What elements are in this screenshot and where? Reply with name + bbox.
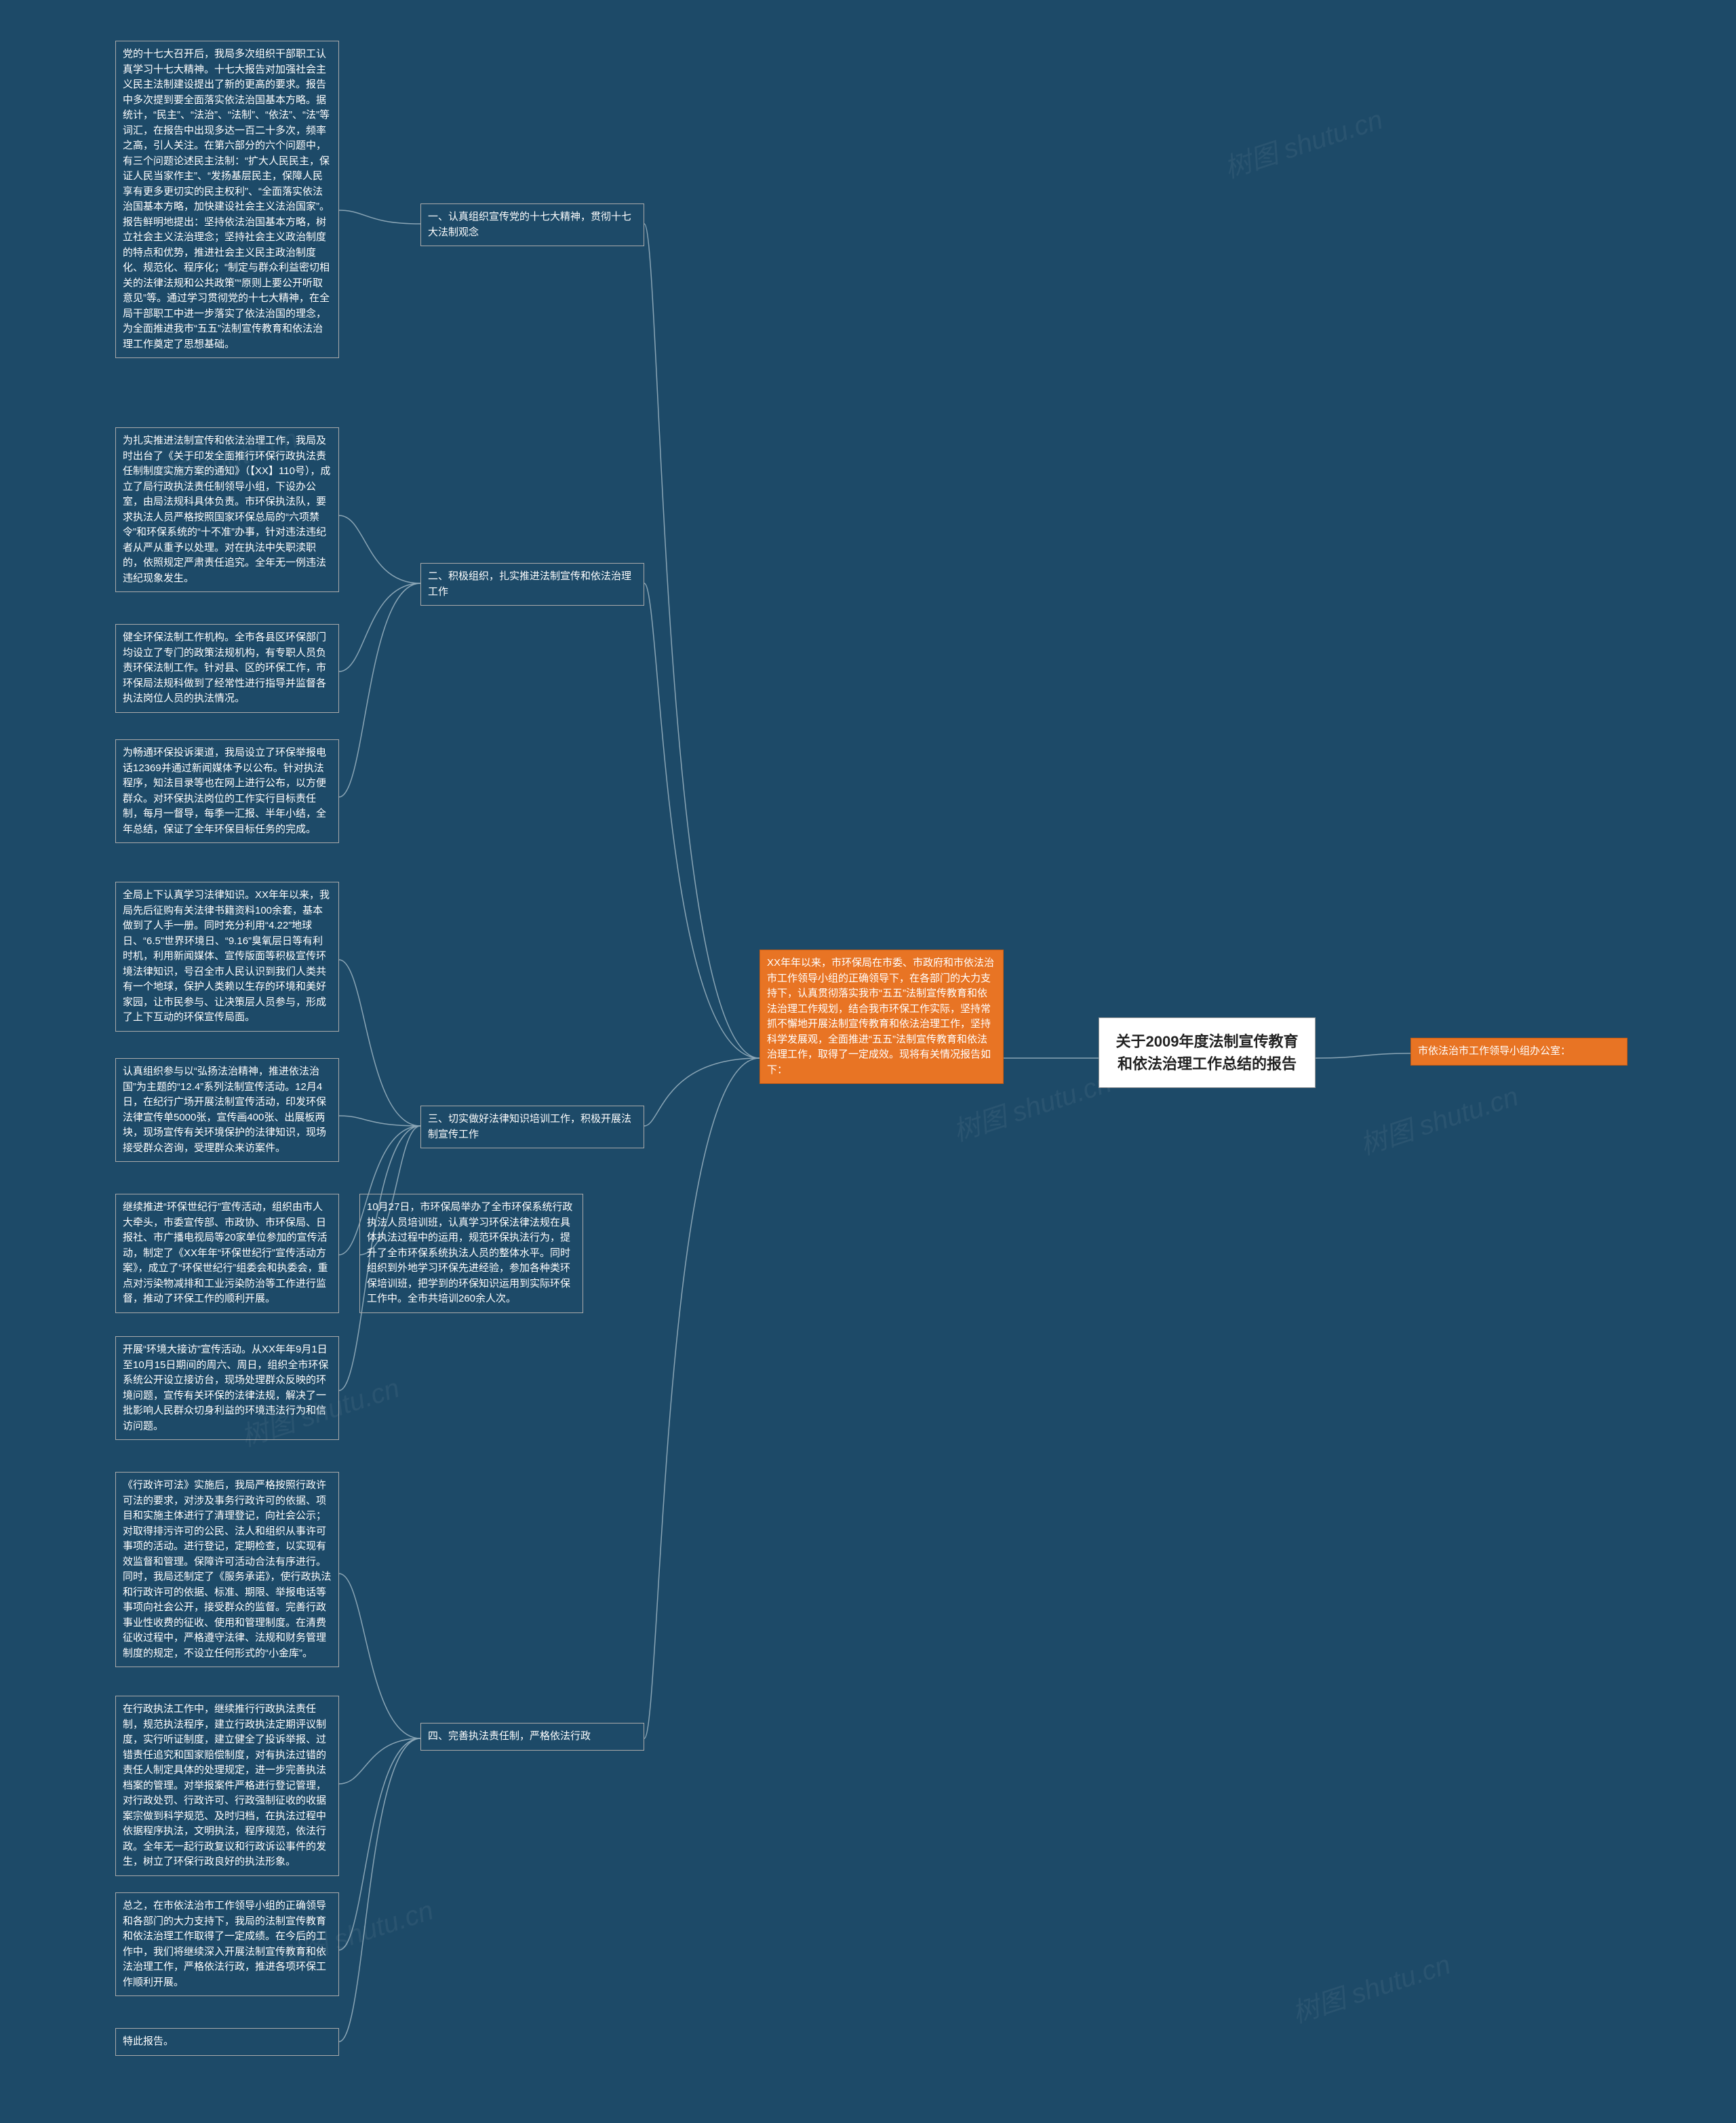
leaf-text: 全局上下认真学习法律知识。XX年年以来，我局先后征购有关法律书籍资料100余套，… <box>123 889 330 1023</box>
leaf-text: 认真组织参与以“弘扬法治精神，推进依法治国”为主题的“12.4”系列法制宣传活动… <box>123 1066 326 1154</box>
leaf-node: 继续推进“环保世纪行”宣传活动，组织由市人大牵头，市委宣传部、市政协、市环保局、… <box>115 1194 339 1313</box>
leaf-text: 健全环保法制工作机构。全市各县区环保部门均设立了专门的政策法规机构，有专职人员负… <box>123 631 326 704</box>
connector-path <box>339 1738 420 2042</box>
addressee-text: 市依法治市工作领导小组办公室： <box>1418 1045 1571 1057</box>
watermark: 树图 shutu.cn <box>1354 1074 1522 1163</box>
section-node: 二、积极组织，扎实推进法制宣传和依法治理工作 <box>420 563 644 606</box>
root-title: 关于2009年度法制宣传教育和依法治理工作总结的报告 <box>1116 1033 1299 1072</box>
connector-path <box>339 960 420 1126</box>
leaf-text: 总之，在市依法治市工作领导小组的正确领导和各部门的大力支持下，我局的法制宣传教育… <box>123 1900 326 1988</box>
leaf-node: 开展“环境大接访”宣传活动。从XX年年9月1日至10月15日期间的周六、周日，组… <box>115 1336 339 1440</box>
connector-path <box>339 1738 420 1784</box>
leaf-text: 10月27日，市环保局举办了全市环保系统行政执法人员培训班，认真学习环保法律法规… <box>367 1201 572 1304</box>
connector-path <box>1316 1053 1410 1058</box>
leaf-text: 为扎实推进法制宣传和依法治理工作，我局及时出台了《关于印发全面推行环保行政执法责… <box>123 435 330 584</box>
watermark: 树图 shutu.cn <box>1286 1943 1455 2031</box>
connector-path <box>644 224 760 1058</box>
connector-path <box>339 1574 420 1738</box>
connector-path <box>339 210 420 224</box>
section-label: 二、积极组织，扎实推进法制宣传和依法治理工作 <box>428 570 631 598</box>
leaf-text: 党的十七大召开后，我局多次组织干部职工认真学习十七大精神。十七大报告对加强社会主… <box>123 48 330 350</box>
connector-path <box>644 583 760 1058</box>
leaf-text: 继续推进“环保世纪行”宣传活动，组织由市人大牵头，市委宣传部、市政协、市环保局、… <box>123 1201 328 1304</box>
leaf-text: 《行政许可法》实施后，我局严格按照行政许可法的要求，对涉及事务行政许可的依据、项… <box>123 1479 332 1659</box>
leaf-node: 10月27日，市环保局举办了全市环保系统行政执法人员培训班，认真学习环保法律法规… <box>359 1194 583 1313</box>
connector-path <box>339 583 420 797</box>
summary-node: XX年年以来，市环保局在市委、市政府和市依法治市工作领导小组的正确领导下，在各部… <box>760 950 1004 1084</box>
addressee-node: 市依法治市工作领导小组办公室： <box>1410 1038 1628 1066</box>
leaf-node: 总之，在市依法治市工作领导小组的正确领导和各部门的大力支持下，我局的法制宣传教育… <box>115 1892 339 1996</box>
leaf-node: 健全环保法制工作机构。全市各县区环保部门均设立了专门的政策法规机构，有专职人员负… <box>115 624 339 713</box>
leaf-node: 党的十七大召开后，我局多次组织干部职工认真学习十七大精神。十七大报告对加强社会主… <box>115 41 339 358</box>
section-node: 一、认真组织宣传党的十七大精神，贯彻十七大法制观念 <box>420 203 644 246</box>
watermark: 树图 shutu.cn <box>1219 98 1387 186</box>
section-label: 一、认真组织宣传党的十七大精神，贯彻十七大法制观念 <box>428 211 631 238</box>
root-node: 关于2009年度法制宣传教育和依法治理工作总结的报告 <box>1099 1017 1316 1088</box>
section-node: 三、切实做好法律知识培训工作，积极开展法制宣传工作 <box>420 1106 644 1148</box>
leaf-node: 为扎实推进法制宣传和依法治理工作，我局及时出台了《关于印发全面推行环保行政执法责… <box>115 427 339 592</box>
connector-path <box>339 515 420 583</box>
leaf-node: 为畅通环保投诉渠道，我局设立了环保举报电话12369并通过新闻媒体予以公布。针对… <box>115 739 339 843</box>
leaf-node: 特此报告。 <box>115 2028 339 2056</box>
leaf-node: 认真组织参与以“弘扬法治精神，推进依法治国”为主题的“12.4”系列法制宣传活动… <box>115 1058 339 1162</box>
section-node: 四、完善执法责任制，严格依法行政 <box>420 1723 644 1751</box>
leaf-node: 在行政执法工作中，继续推行行政执法责任制，规范执法程序，建立行政执法定期评议制度… <box>115 1696 339 1876</box>
connector-path <box>339 583 420 671</box>
connector-path <box>644 1058 760 1126</box>
leaf-text: 开展“环境大接访”宣传活动。从XX年年9月1日至10月15日期间的周六、周日，组… <box>123 1344 328 1432</box>
leaf-text: 在行政执法工作中，继续推行行政执法责任制，规范执法程序，建立行政执法定期评议制度… <box>123 1703 326 1867</box>
leaf-node: 全局上下认真学习法律知识。XX年年以来，我局先后征购有关法律书籍资料100余套，… <box>115 882 339 1032</box>
section-label: 四、完善执法责任制，严格依法行政 <box>428 1730 591 1742</box>
section-label: 三、切实做好法律知识培训工作，积极开展法制宣传工作 <box>428 1113 631 1140</box>
leaf-text: 特此报告。 <box>123 2036 174 2047</box>
summary-text: XX年年以来，市环保局在市委、市政府和市依法治市工作领导小组的正确领导下，在各部… <box>767 957 994 1076</box>
connector-path <box>644 1058 760 1738</box>
leaf-text: 为畅通环保投诉渠道，我局设立了环保举报电话12369并通过新闻媒体予以公布。针对… <box>123 747 326 835</box>
leaf-node: 《行政许可法》实施后，我局严格按照行政许可法的要求，对涉及事务行政许可的依据、项… <box>115 1472 339 1667</box>
connector-path <box>339 1116 420 1126</box>
connector-path <box>339 1738 420 1950</box>
